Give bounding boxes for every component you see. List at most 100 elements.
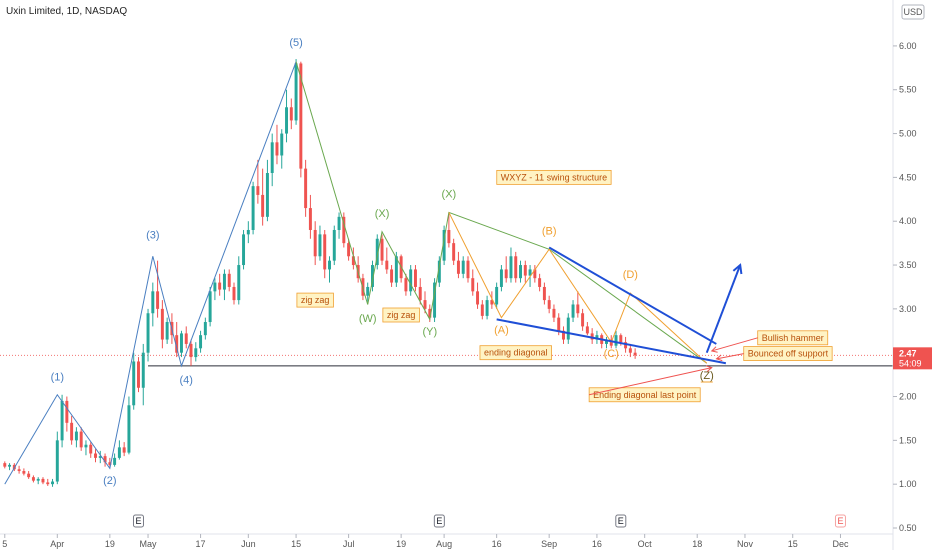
candle <box>199 330 203 353</box>
candle-body <box>624 342 628 349</box>
candle-body <box>165 322 169 340</box>
candle-body <box>471 278 475 292</box>
y-tick-label: 1.50 <box>899 435 917 445</box>
candle <box>366 282 370 302</box>
candle <box>17 465 21 474</box>
y-tick-label: 1.00 <box>899 479 917 489</box>
abcd-wave-label: (C) <box>604 348 619 360</box>
candle-body <box>576 304 580 314</box>
earnings-marker-label: E <box>618 516 624 526</box>
candle-body <box>194 348 198 358</box>
candle-body <box>304 168 308 209</box>
candle-body <box>31 477 35 481</box>
candle <box>471 269 475 296</box>
x-tick-label: 5 <box>2 539 7 549</box>
candle-body <box>89 444 93 454</box>
candle-body <box>485 300 489 316</box>
candle-body <box>275 142 279 156</box>
candle-body <box>318 234 322 257</box>
candle-body <box>256 186 260 195</box>
currency-badge[interactable] <box>901 4 925 20</box>
candle-body <box>581 313 585 327</box>
candle <box>542 282 546 305</box>
candle <box>184 326 188 349</box>
candle-body <box>108 462 112 465</box>
annotation-bg <box>296 292 334 308</box>
x-tick-label: 18 <box>692 539 702 549</box>
candle-body <box>562 330 565 340</box>
candle-body <box>342 216 346 244</box>
candle-body <box>442 229 446 261</box>
abcd-wave-label: (A) <box>494 324 509 336</box>
candle <box>179 330 183 358</box>
annotation-text: ending diagonal <box>484 348 548 358</box>
candle <box>628 343 632 358</box>
earnings-marker <box>834 514 846 528</box>
candle-body <box>65 400 69 423</box>
candle-body <box>285 107 289 134</box>
annotation-text: Ending diagonal last point <box>593 390 697 400</box>
candle-body <box>294 63 298 121</box>
candle-body <box>323 234 327 270</box>
candle-body <box>175 335 179 353</box>
candle-body <box>528 269 532 276</box>
candle-body <box>538 278 542 287</box>
annotations: WXYZ - 11 swing structure zig zag zig zag e… <box>296 169 833 403</box>
wxyz-wave-label: (X) <box>375 208 390 220</box>
candle <box>51 478 55 487</box>
candle-body <box>366 286 370 296</box>
annotation-text: zig zag <box>387 310 416 320</box>
candle-body <box>203 322 207 336</box>
candle-body <box>146 313 150 353</box>
y-tick-label: 0.50 <box>899 523 917 533</box>
candle <box>165 317 169 344</box>
candle <box>122 442 126 457</box>
candle <box>375 234 379 270</box>
abcd-wave-label: (D) <box>623 269 638 281</box>
candle-body <box>179 333 183 353</box>
candle-body <box>251 186 255 230</box>
candle <box>213 278 217 301</box>
chart-title: Uxin Limited, 1D, NASDAQ <box>6 6 127 17</box>
annotation-text: Bounced off support <box>748 349 829 359</box>
candle <box>151 282 155 327</box>
candle <box>194 342 198 362</box>
candle <box>280 129 284 169</box>
annotation-text: zig zag <box>301 295 330 305</box>
x-tick-label: 17 <box>196 539 206 549</box>
candle <box>595 330 599 344</box>
candle-body <box>380 238 384 261</box>
x-tick-label: Sep <box>541 539 557 549</box>
candle-body <box>595 335 599 340</box>
candle-body <box>433 282 437 318</box>
candle <box>203 317 207 340</box>
candle-body <box>619 335 623 343</box>
candle <box>175 322 179 358</box>
candle <box>461 256 465 279</box>
candle <box>562 326 565 344</box>
candle <box>590 328 594 344</box>
candle-body <box>46 482 50 485</box>
candle-body <box>571 304 575 318</box>
candle <box>351 247 355 270</box>
impulse-wave-label: (3) <box>146 230 159 242</box>
wave-labels: (1) (2) (3) (4) (5) (W) (X) (Y) (X) (A) (B) (C) (D) (… <box>51 37 714 487</box>
candle-body <box>519 265 522 279</box>
candle-body <box>523 265 527 276</box>
candle <box>46 478 50 486</box>
candle-body <box>156 291 160 309</box>
annotation-box: ending diagonal <box>479 345 552 361</box>
candle <box>74 427 78 448</box>
x-tick-label: 15 <box>788 539 798 549</box>
annotation-bg <box>479 345 552 361</box>
candle-body <box>566 317 570 340</box>
candle <box>490 291 494 309</box>
candle-body <box>41 478 45 483</box>
candle <box>246 221 250 244</box>
candle <box>22 468 26 476</box>
candle <box>160 300 164 349</box>
candle-body <box>633 352 637 356</box>
candle <box>614 330 618 349</box>
countdown-value: 54:09 <box>899 358 922 368</box>
candle-body <box>222 273 226 290</box>
